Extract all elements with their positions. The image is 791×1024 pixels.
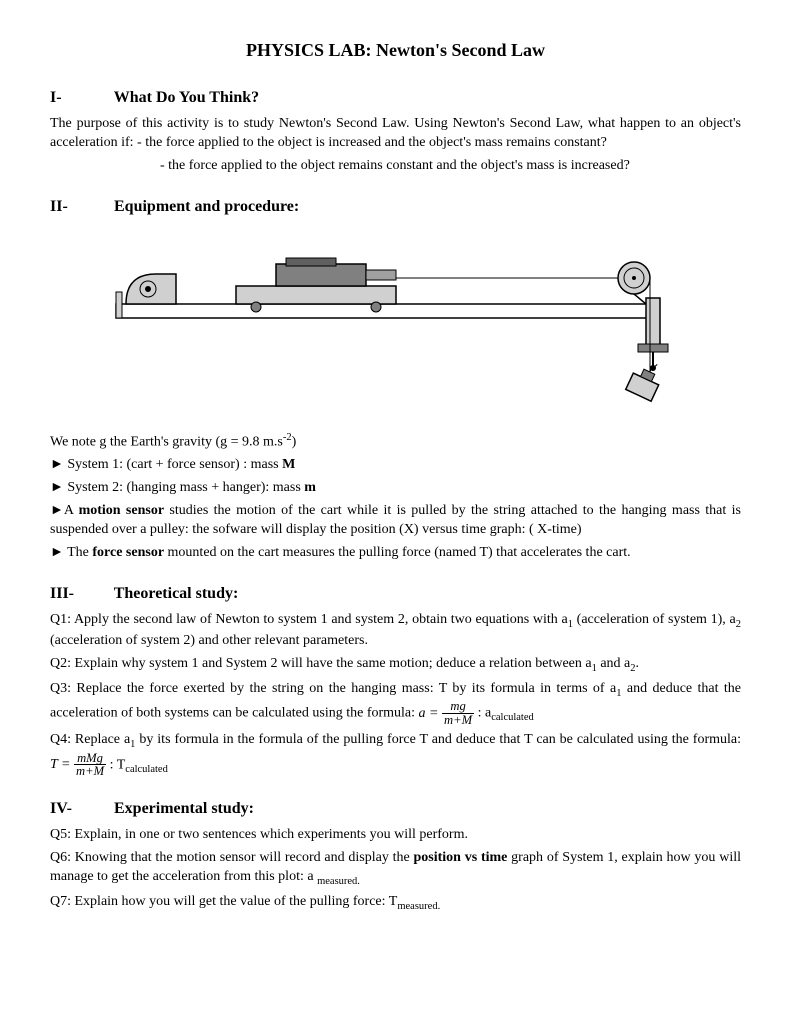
section-1-num: I-: [50, 89, 110, 107]
page-title: PHYSICS LAB: Newton's Second Law: [50, 40, 741, 61]
q1: Q1: Apply the second law of Newton to sy…: [50, 611, 741, 651]
q4-formula: T = mMgm+M: [50, 757, 110, 772]
motion-sensor-line: ►A motion sensor studies the motion of t…: [50, 502, 741, 540]
section-2-label: Equipment and procedure:: [114, 198, 299, 215]
section-4-num: IV-: [50, 800, 110, 818]
section-1-label: What Do You Think?: [114, 89, 259, 106]
gravity-note: We note g the Earth's gravity (g = 9.8 m…: [50, 431, 741, 453]
apparatus-diagram: [50, 234, 741, 419]
section-4-label: Experimental study:: [114, 800, 254, 817]
system-1-line: ► System 1: (cart + force sensor) : mass…: [50, 456, 741, 475]
q3-formula: a = mgm+M: [419, 706, 478, 721]
section-3-label: Theoretical study:: [114, 585, 239, 602]
section-3-num: III-: [50, 585, 110, 603]
section-4-heading: IV- Experimental study:: [50, 800, 741, 818]
q7: Q7: Explain how you will get the value o…: [50, 893, 741, 914]
system-2-line: ► System 2: (hanging mass + hanger): mas…: [50, 479, 741, 498]
section-1-heading: I- What Do You Think?: [50, 89, 741, 107]
apparatus-svg: [86, 234, 706, 414]
q6: Q6: Knowing that the motion sensor will …: [50, 849, 741, 889]
section-3-heading: III- Theoretical study:: [50, 585, 741, 603]
intro-p2: - the force applied to the object remain…: [50, 157, 741, 176]
q3: Q3: Replace the force exerted by the str…: [50, 680, 741, 727]
q2: Q2: Explain why system 1 and System 2 wi…: [50, 655, 741, 676]
q5: Q5: Explain, in one or two sentences whi…: [50, 826, 741, 845]
force-sensor-line: ► The force sensor mounted on the cart m…: [50, 544, 741, 563]
section-2-heading: II- Equipment and procedure:: [50, 198, 741, 216]
section-2-num: II-: [50, 198, 110, 216]
q4: Q4: Replace a1 by its formula in the for…: [50, 731, 741, 778]
intro-p1: The purpose of this activity is to study…: [50, 115, 741, 153]
